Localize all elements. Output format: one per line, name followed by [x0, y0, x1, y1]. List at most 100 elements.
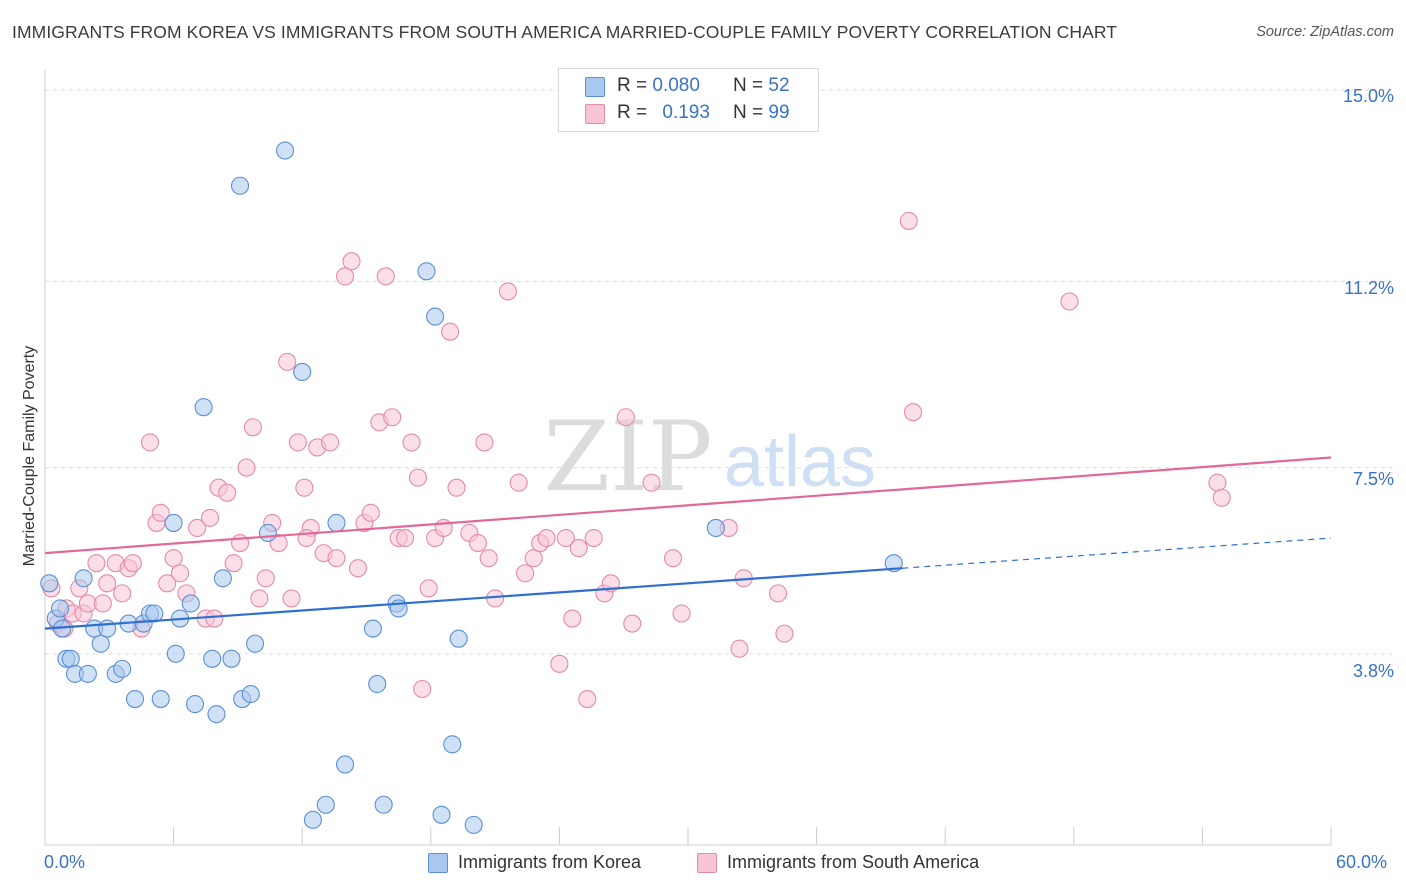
south-america-point-34	[256, 569, 275, 588]
south-america-point-96	[1212, 488, 1231, 507]
korea-point-35	[276, 141, 295, 160]
korea-point-7	[74, 569, 93, 588]
chart-source: Source: ZipAtlas.com	[1256, 24, 1394, 40]
watermark: ZIP atlas	[543, 401, 876, 513]
korea-point-34	[258, 523, 277, 543]
legend-korea-n-value: 52	[768, 75, 790, 96]
korea-point-50	[449, 629, 468, 648]
legend-sa-r: R = 0.193	[617, 102, 710, 124]
south-america-point-67	[479, 549, 498, 568]
korea-point-15	[125, 690, 145, 709]
bottom-legend-south-america: Immigrants from South America	[697, 852, 979, 873]
south-america-point-8	[87, 554, 106, 573]
south-america-point-75	[550, 654, 569, 673]
korea-point-46	[417, 262, 436, 281]
legend-sa-n-label: N =	[733, 102, 769, 123]
south-america-point-77	[563, 609, 582, 628]
korea-point-42	[368, 674, 387, 694]
south-america-point-26	[205, 609, 224, 628]
south-america-point-74	[537, 528, 556, 548]
korea-point-40	[336, 755, 355, 774]
legend-swatch-south-america	[585, 104, 605, 124]
korea-point-43	[374, 795, 393, 814]
legend-korea-r-value: 0.080	[652, 75, 700, 96]
south-america-point-19	[158, 574, 177, 593]
south-america-point-62	[441, 322, 460, 341]
korea-point-0	[40, 574, 59, 593]
south-america-point-55	[396, 528, 415, 548]
x-tick-label-min: 0.0%	[44, 852, 86, 872]
south-america-point-48	[348, 559, 367, 578]
south-america-point-83	[616, 408, 635, 427]
south-america-point-57	[408, 468, 427, 487]
south-america-point-93	[899, 211, 918, 231]
south-america-point-9	[93, 594, 112, 613]
south-america-point-38	[282, 589, 301, 608]
south-america-point-20	[164, 549, 183, 568]
south-america-point-52	[376, 267, 395, 286]
south-america-point-32	[243, 418, 262, 437]
korea-trend-extension	[902, 537, 1332, 569]
korea-point-48	[432, 805, 451, 824]
x-tick-label-max: 60.0%	[1336, 852, 1388, 872]
south-america-point-78	[569, 539, 588, 558]
korea-point-38	[316, 795, 335, 814]
south-america-point-76	[556, 528, 575, 548]
south-america-point-12	[113, 584, 132, 603]
korea-point-13	[113, 659, 132, 678]
korea-point-41	[363, 619, 382, 638]
south-america-point-44	[321, 433, 340, 452]
south-america-point-63	[447, 478, 466, 497]
y-tick-label-3-8: 3.8%	[1352, 661, 1394, 681]
south-america-point-25	[200, 508, 220, 527]
korea-point-19	[151, 690, 170, 709]
korea-point-28	[213, 569, 232, 588]
korea-trend-line	[44, 567, 903, 630]
bottom-legend-korea: Immigrants from Korea	[428, 852, 641, 873]
bottom-legend-swatch-korea	[428, 853, 448, 873]
south-america-point-70	[509, 473, 528, 492]
korea-point-25	[194, 398, 213, 417]
korea-point-49	[443, 735, 462, 754]
south-america-point-40	[295, 478, 314, 497]
south-america-point-69	[498, 282, 518, 301]
chart-title: IMMIGRANTS FROM KOREA VS IMMIGRANTS FROM…	[12, 22, 1118, 42]
y-tick-label-15: 15.0%	[1342, 86, 1394, 106]
legend-sa-n: N = 99	[733, 102, 790, 124]
south-america-point-18	[151, 503, 170, 522]
trend-lines	[44, 456, 1332, 630]
south-america-point-16	[140, 433, 160, 452]
south-america-point-79	[578, 690, 597, 709]
korea-point-27	[207, 705, 226, 724]
legend-korea-r: R = 0.080	[617, 75, 700, 97]
legend-korea-n: N = 52	[733, 75, 790, 97]
south-america-point-58	[413, 679, 432, 699]
korea-point-11	[98, 619, 117, 638]
south-america-point-91	[768, 584, 788, 603]
korea-point-32	[241, 684, 260, 704]
legend-korea-n-label: N =	[733, 75, 769, 96]
south-america-point-45	[327, 549, 346, 568]
south-america-point-47	[342, 252, 361, 271]
south-america-point-56	[402, 433, 421, 452]
bottom-legend-sa-label: Immigrants from South America	[727, 852, 980, 872]
south-america-point-97	[903, 403, 923, 422]
south-america-point-46	[336, 267, 355, 286]
legend-sa-n-value: 99	[768, 102, 790, 123]
south-america-point-59	[419, 579, 438, 598]
south-america-point-95	[1208, 473, 1227, 492]
korea-point-39	[327, 513, 346, 532]
south-america-point-21	[170, 564, 190, 583]
south-america-point-71	[516, 564, 535, 583]
korea-point-5	[61, 649, 80, 668]
legend-box: R = 0.080 N = 52 R = 0.193 N = 99	[558, 68, 819, 132]
south-america-point-50	[361, 503, 380, 522]
korea-point-10	[91, 634, 110, 653]
south-america-point-84	[623, 614, 642, 633]
korea-point-20	[164, 513, 183, 532]
south-america-point-28	[218, 483, 237, 502]
y-tick-label-11-2: 11.2%	[1344, 278, 1394, 298]
korea-point-47	[426, 307, 445, 326]
south-america-point-7	[78, 594, 97, 613]
